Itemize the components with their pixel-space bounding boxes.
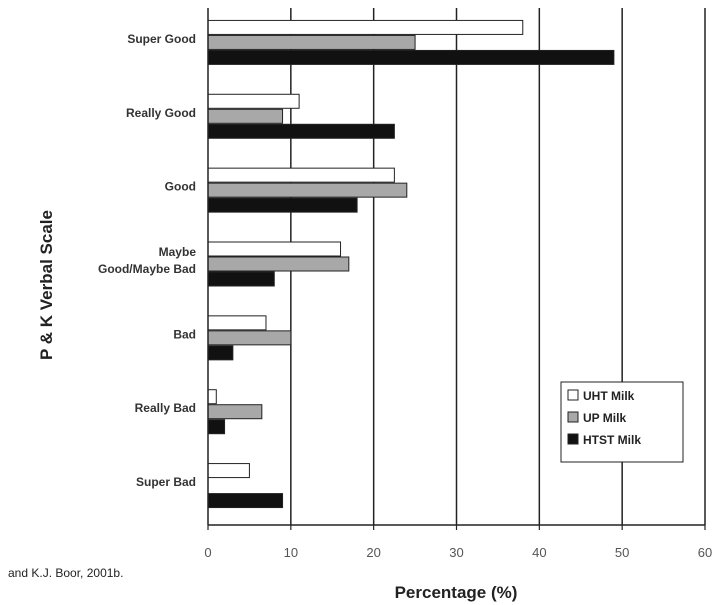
x-tick-label: 20 bbox=[366, 545, 380, 560]
bar bbox=[207, 330, 292, 346]
bar bbox=[207, 167, 395, 183]
category-label: Really Bad bbox=[135, 401, 196, 415]
axes bbox=[207, 8, 706, 530]
category-label: Really Good bbox=[126, 106, 196, 120]
legend-label: UHT Milk bbox=[583, 389, 635, 403]
caption: and K.J. Boor, 2001b. bbox=[8, 566, 124, 580]
x-tick-label: 50 bbox=[615, 545, 629, 560]
bar bbox=[207, 93, 300, 109]
bar bbox=[207, 493, 284, 509]
bar bbox=[207, 315, 267, 331]
gridlines bbox=[290, 8, 706, 525]
tick-labels: 0 10 20 30 40 50 60 bbox=[204, 545, 712, 560]
bar bbox=[207, 182, 408, 198]
bar bbox=[207, 49, 615, 65]
legend-label: UP Milk bbox=[583, 411, 626, 425]
legend-swatch bbox=[567, 389, 579, 401]
x-tick-label: 0 bbox=[204, 545, 211, 560]
bar bbox=[207, 34, 416, 50]
x-tick-label: 40 bbox=[532, 545, 546, 560]
x-axis-title: Percentage (%) bbox=[395, 583, 518, 602]
x-tick-label: 60 bbox=[698, 545, 712, 560]
category-label: Bad bbox=[173, 327, 196, 341]
bar bbox=[207, 463, 250, 479]
bar bbox=[207, 256, 350, 272]
bar bbox=[207, 197, 358, 213]
category-label: Super Bad bbox=[136, 475, 196, 489]
bar bbox=[207, 389, 217, 405]
legend: UHT Milk UP Milk HTST Milk bbox=[560, 381, 684, 463]
category-label: Super Good bbox=[127, 32, 196, 46]
bar bbox=[207, 241, 342, 257]
category-label: Maybe bbox=[159, 245, 197, 259]
x-tick-label: 30 bbox=[449, 545, 463, 560]
legend-label: HTST Milk bbox=[583, 433, 641, 447]
bars bbox=[207, 19, 615, 509]
bar bbox=[207, 345, 234, 361]
bar bbox=[207, 271, 275, 287]
legend-swatch bbox=[567, 411, 579, 423]
y-axis-title: P & K Verbal Scale bbox=[37, 210, 56, 360]
bar bbox=[207, 419, 226, 435]
category-labels: Super Good Really Good Good Maybe Good/Maybe… bbox=[98, 32, 196, 489]
bar bbox=[207, 19, 524, 35]
legend-box bbox=[560, 381, 684, 463]
x-tick-label: 10 bbox=[284, 545, 298, 560]
category-label: Good/Maybe Bad bbox=[98, 262, 196, 276]
bar bbox=[207, 404, 263, 420]
legend-swatch bbox=[567, 433, 579, 445]
bar bbox=[207, 123, 395, 139]
bar bbox=[207, 108, 284, 124]
category-label: Good bbox=[165, 180, 196, 194]
